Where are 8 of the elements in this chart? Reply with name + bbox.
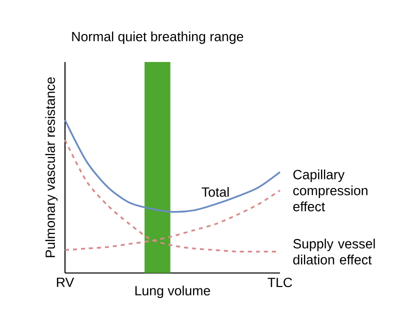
y-axis-title: Pulmonary vascular resistance [45,77,58,258]
x-axis-title: Lung volume [135,286,210,298]
series-label: Capillary compression effect [293,170,368,212]
x-tick-label: TLC [268,278,292,288]
series-label: Total [202,187,229,197]
x-tick-label: RV [56,278,74,287]
series-label: Supply vessel dilation effect [293,238,375,264]
chart-title: Normal quiet breathing range [72,32,244,44]
